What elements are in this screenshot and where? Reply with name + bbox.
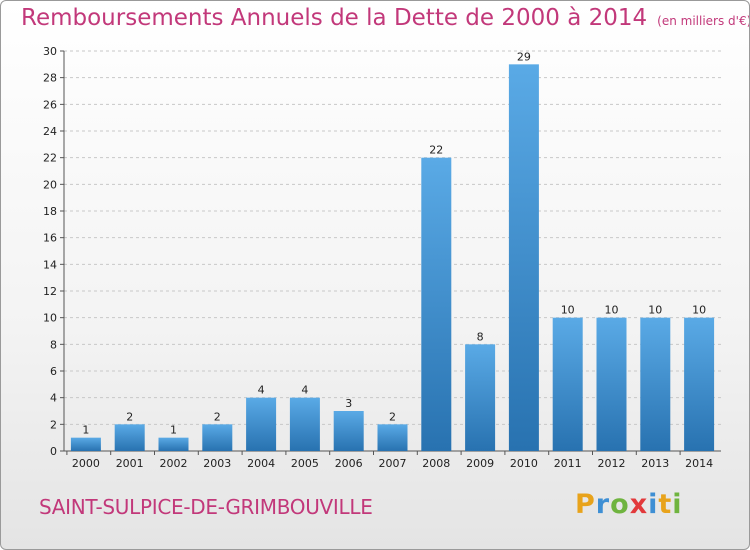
bar-value-label: 1	[170, 424, 177, 437]
x-tick-label: 2002	[160, 457, 188, 470]
logo-letter: x	[629, 489, 649, 520]
bar-value-label: 1	[82, 424, 89, 437]
y-tick-label: 12	[43, 285, 57, 298]
y-tick-label: 6	[50, 365, 57, 378]
bar-2003	[202, 424, 233, 451]
bar-value-label: 2	[126, 410, 133, 423]
chart-title-text: Remboursements Annuels de la Dette de 20…	[21, 5, 648, 31]
y-tick-label: 20	[43, 178, 57, 191]
bar-2011	[552, 317, 583, 451]
bar-2007	[377, 424, 408, 451]
bar-value-label: 3	[345, 397, 352, 410]
chart-subtitle: (en milliers d'€)	[657, 14, 750, 28]
logo-letter: o	[610, 489, 630, 520]
y-tick-label: 4	[50, 392, 57, 405]
chart-title: Remboursements Annuels de la Dette de 20…	[21, 5, 750, 31]
bar-2008	[421, 157, 452, 451]
bar-value-label: 10	[692, 304, 706, 317]
bar-2001	[114, 424, 145, 451]
x-tick-labels: 2000 2001 2002 2003 2004 2005 2006 2007 2008 2009…	[72, 457, 713, 470]
y-tick-label: 16	[43, 232, 57, 245]
commune-name: SAINT-SULPICE-DE-GRIMBOUVILLE	[39, 495, 373, 519]
x-tick-label: 2009	[466, 457, 494, 470]
x-tick-label: 2006	[335, 457, 363, 470]
bar-value-label: 10	[561, 304, 575, 317]
x-tick-label: 2001	[116, 457, 144, 470]
y-tick-label: 28	[43, 72, 57, 85]
x-tick-label: 2013	[641, 457, 669, 470]
bar-value-label: 29	[517, 50, 531, 63]
bar-value-label: 4	[301, 384, 308, 397]
x-tick-label: 2014	[685, 457, 713, 470]
y-tick-label: 14	[43, 258, 57, 271]
y-tick-label: 2	[50, 418, 57, 431]
logo-letter: t	[658, 489, 673, 520]
x-tick-label: 2005	[291, 457, 319, 470]
bar-2000	[70, 437, 101, 451]
bar-2002	[158, 437, 189, 451]
bar-2013	[640, 317, 671, 451]
x-tick-label: 2010	[510, 457, 538, 470]
y-tick-label: 24	[43, 125, 57, 138]
bar-value-label: 2	[389, 410, 396, 423]
bar-2010	[508, 64, 539, 452]
bar-value-label: 10	[648, 304, 662, 317]
x-tick-label: 2011	[554, 457, 582, 470]
bar-2005	[289, 397, 320, 451]
y-tick-label: 10	[43, 312, 57, 325]
bar-2014	[684, 317, 715, 451]
logo-letter: r	[595, 489, 611, 520]
bar-2009	[465, 344, 496, 451]
logo-letter: P	[575, 489, 596, 520]
proxiti-logo: Proxiti	[575, 489, 683, 520]
logo-letter: i	[672, 489, 683, 520]
bar-value-label: 4	[258, 384, 265, 397]
bar-value-label: 22	[429, 144, 443, 157]
y-tick-label: 22	[43, 152, 57, 165]
bar-2006	[333, 411, 364, 451]
y-tick-label: 26	[43, 98, 57, 111]
y-tick-label: 18	[43, 205, 57, 218]
y-tick-label: 0	[50, 445, 57, 458]
x-tick-label: 2004	[247, 457, 275, 470]
x-tick-label: 2007	[379, 457, 407, 470]
x-tick-label: 2003	[203, 457, 231, 470]
x-tick-label: 2008	[422, 457, 450, 470]
bar-value-label: 10	[605, 304, 619, 317]
x-tick-label: 2000	[72, 457, 100, 470]
logo-letter: i	[648, 489, 659, 520]
bar-2012	[596, 317, 627, 451]
bar-value-label: 8	[477, 330, 484, 343]
bar-2004	[246, 397, 277, 451]
bar-value-label: 2	[214, 410, 221, 423]
y-tick-label: 8	[50, 338, 57, 351]
x-tick-label: 2012	[598, 457, 626, 470]
y-tick-label: 30	[43, 45, 57, 58]
bars	[70, 64, 715, 452]
